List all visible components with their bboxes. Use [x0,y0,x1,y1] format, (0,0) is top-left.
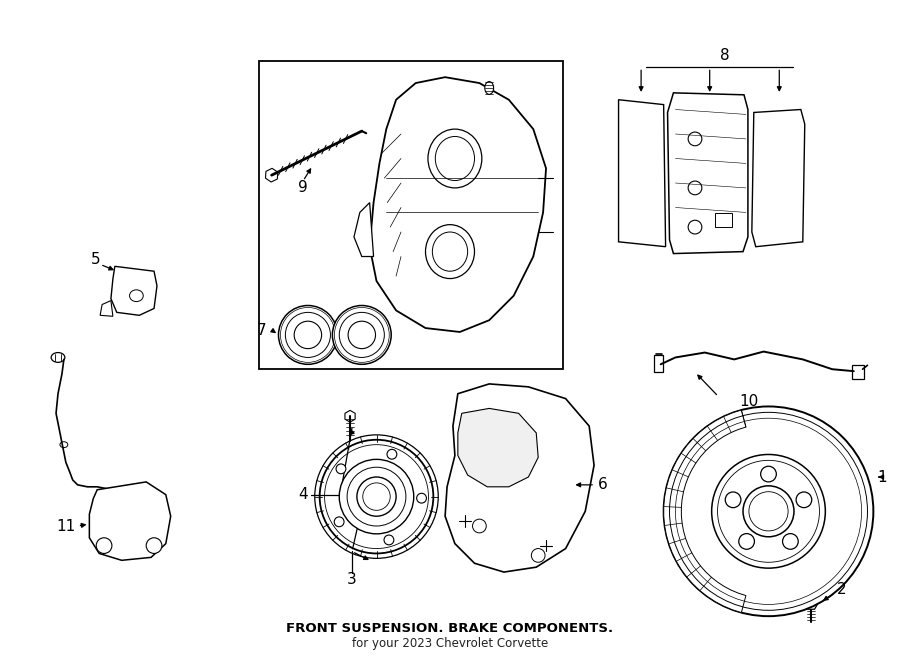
Circle shape [796,492,812,508]
Bar [653,354,662,372]
Circle shape [278,305,338,364]
Text: 2: 2 [837,582,847,597]
Text: 3: 3 [347,572,357,588]
Text: 4: 4 [298,487,308,502]
Text: 11: 11 [57,518,76,533]
Ellipse shape [60,442,68,447]
Polygon shape [100,301,112,317]
Polygon shape [354,203,373,256]
Text: 10: 10 [739,394,759,409]
Circle shape [743,486,794,537]
Ellipse shape [485,81,493,95]
Circle shape [332,305,392,364]
Circle shape [357,477,396,516]
Text: 8: 8 [720,48,729,63]
Circle shape [384,535,394,545]
Polygon shape [111,266,157,315]
Polygon shape [89,482,171,561]
Circle shape [472,519,486,533]
Text: 6: 6 [598,477,608,492]
Text: FRONT SUSPENSION. BRAKE COMPONENTS.: FRONT SUSPENSION. BRAKE COMPONENTS. [286,623,614,635]
Polygon shape [663,410,746,613]
Bar [259,61,562,369]
Circle shape [336,464,346,474]
Text: for your 2023 Chevrolet Corvette: for your 2023 Chevrolet Corvette [352,637,548,650]
Bar [851,366,864,379]
Circle shape [739,533,754,549]
Polygon shape [618,100,666,247]
Polygon shape [752,110,805,247]
Polygon shape [803,596,818,609]
Circle shape [387,449,397,459]
Text: 7: 7 [257,323,266,338]
Text: 1: 1 [878,469,887,485]
Text: 5: 5 [90,252,100,267]
Polygon shape [446,384,594,572]
Circle shape [725,492,741,508]
Circle shape [782,533,798,549]
Polygon shape [266,169,278,182]
Ellipse shape [51,352,65,362]
Circle shape [146,538,162,553]
Circle shape [339,459,414,534]
Polygon shape [370,77,546,332]
Circle shape [417,493,427,503]
Polygon shape [668,93,748,254]
Polygon shape [458,408,538,486]
Bar [715,214,733,227]
Circle shape [96,538,112,553]
Circle shape [320,440,433,553]
Circle shape [531,549,545,563]
Circle shape [760,466,777,482]
Circle shape [712,455,825,568]
Circle shape [663,407,873,616]
Text: 9: 9 [298,180,308,196]
Polygon shape [345,410,356,422]
Circle shape [334,517,344,527]
